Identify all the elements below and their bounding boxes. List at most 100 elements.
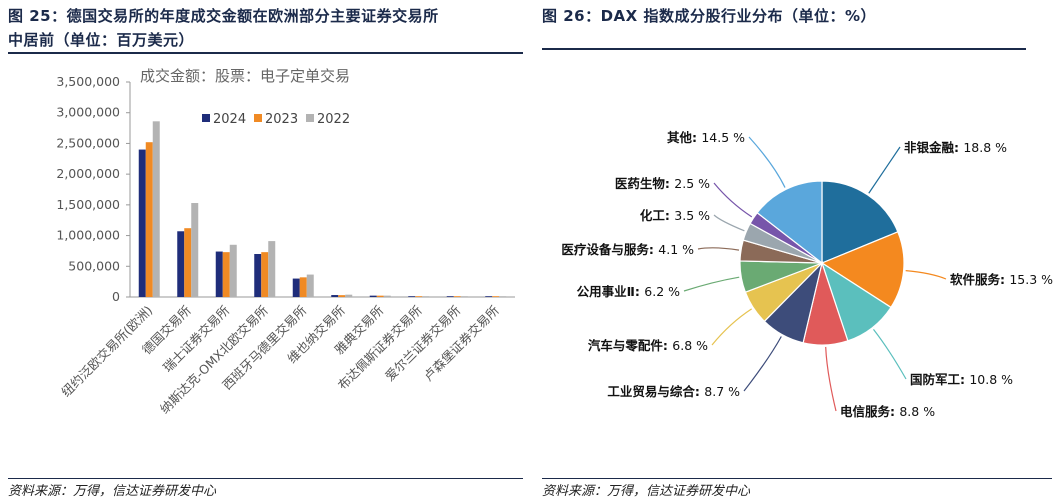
y-tick-label: 1,000,000 [56, 228, 120, 243]
pie-label-value: 14.5 % [701, 130, 745, 145]
pie-chart-panel: 图 26：DAX 指数成分股行业分布（单位：%） 非银金融: 18.8 % 软件服… [540, 0, 1058, 502]
legend-swatch-2024 [202, 114, 210, 122]
bar-footer-rule [8, 478, 523, 479]
pie-label-name: 化工: [640, 208, 674, 223]
pie-label: 国防军工: 10.8 % [910, 372, 1013, 387]
pie-label-value: 8.7 % [704, 384, 740, 399]
pie-leader-line [873, 329, 907, 380]
pie-leader-line [905, 270, 947, 280]
pie-label-name: 汽车与零配件: [588, 338, 672, 353]
bar-2024-5 [331, 295, 339, 297]
bar-2022-0 [152, 121, 160, 297]
bar-2023-9 [492, 296, 500, 297]
bar-2023-6 [376, 295, 384, 297]
bar-2023-8 [453, 296, 461, 297]
bar-2024-8 [446, 296, 454, 297]
pie-label-name: 软件服务: [950, 272, 1009, 287]
bar-2024-9 [485, 296, 493, 297]
pie-label-value: 6.8 % [672, 338, 708, 353]
pie-label: 医药生物: 2.5 % [615, 176, 710, 191]
pie-label-value: 8.8 % [899, 404, 935, 419]
pie-label-name: 工业贸易与综合: [607, 384, 704, 399]
pie-leader-line [683, 276, 740, 292]
pie-label-value: 10.8 % [969, 372, 1013, 387]
pie-label: 工业贸易与综合: 8.7 % [607, 384, 740, 399]
pie-leader-line [711, 308, 752, 346]
pie-title-underline [542, 48, 1026, 50]
legend-label-2024: 2024 [213, 112, 246, 127]
bar-2023-4 [299, 277, 307, 297]
bar-2024-1 [177, 231, 185, 297]
bar-2023-7 [415, 296, 423, 297]
bar-2024-6 [369, 295, 377, 297]
bar-2023-3 [261, 252, 269, 297]
bar-chart-panel: 图 25：德国交易所的年度成交金额在欧洲部分主要证券交易所 中居前（单位：百万美… [0, 0, 525, 502]
bar-chart-source: 资料来源：万得，信达证券研发中心 [8, 484, 217, 499]
y-tick-label: 2,500,000 [56, 135, 120, 150]
legend-label-2023: 2023 [265, 112, 298, 127]
bar-2022-8 [460, 296, 468, 297]
pie-label-name: 国防军工: [910, 372, 969, 387]
pie-leader-line [697, 247, 740, 251]
pie-label: 非银金融: 18.8 % [904, 140, 1007, 155]
pie-label-value: 18.8 % [963, 140, 1007, 155]
pie-label: 公用事业Ⅱ: 6.2 % [577, 284, 680, 299]
pie-slice-0 [821, 180, 899, 264]
pie-label-name: 其他: [667, 130, 701, 145]
pie-label-value: 4.1 % [658, 242, 694, 257]
legend-swatch-2023 [254, 114, 262, 122]
pie-label-name: 公用事业Ⅱ: [577, 284, 645, 299]
pie-footer-rule [542, 478, 1052, 479]
pie-label: 汽车与零配件: 6.8 % [588, 338, 708, 353]
pie-label: 化工: 3.5 % [640, 208, 710, 223]
pie-label-name: 医疗设备与服务: [561, 242, 658, 257]
pie-label: 软件服务: 15.3 % [950, 272, 1053, 287]
pie-leader-line [713, 182, 753, 218]
pie-label: 电信服务: 8.8 % [840, 404, 935, 419]
bar-chart-svg: 0 500,000 1,000,000 1,500,000 2,000,000 2,500… [56, 67, 515, 417]
pie-label-name: 电信服务: [840, 404, 899, 419]
pie-leader-line [868, 146, 901, 194]
bar-2023-0 [145, 142, 153, 297]
bar-2022-7 [422, 296, 430, 297]
pie-slice-1 [820, 231, 905, 309]
pie-label: 其他: 14.5 % [667, 130, 745, 145]
x-category-label: 瑞士证券交易所 [160, 303, 232, 375]
pie-chart-source: 资料来源：万得，信达证券研发中心 [542, 484, 751, 499]
y-tick-label: 500,000 [68, 258, 120, 273]
legend-label-2022: 2022 [317, 112, 350, 127]
y-tick-label: 2,000,000 [56, 166, 120, 181]
bar-chart-title-line2: 中居前（单位：百万美元） [8, 31, 195, 49]
pie-chart-svg: 非银金融: 18.8 % 软件服务: 15.3 % 国防军工: 10.8 % 电信服务… [561, 130, 1053, 419]
y-tick-label: 3,000,000 [56, 105, 120, 120]
pie-label-value: 3.5 % [674, 208, 710, 223]
y-tick-label: 0 [112, 289, 120, 304]
pie-leader-line [748, 136, 786, 188]
bar-title-underline [8, 52, 523, 54]
bar-2024-4 [292, 278, 300, 297]
bar-2022-5 [345, 294, 353, 297]
pie-slice-10 [756, 180, 823, 265]
y-tick-label: 1,500,000 [56, 197, 120, 212]
bar-2024-0 [138, 149, 146, 297]
bar-2022-4 [306, 274, 314, 297]
pie-label-name: 非银金融: [904, 140, 963, 155]
legend-swatch-2022 [306, 114, 314, 122]
pie-leader-line [713, 214, 745, 232]
y-tick-label: 3,500,000 [56, 74, 120, 89]
pie-leader-line [825, 346, 837, 412]
bar-chart-title-line1: 图 25：德国交易所的年度成交金额在欧洲部分主要证券交易所 [8, 7, 439, 25]
pie-label-value: 2.5 % [674, 176, 710, 191]
bar-chart-title: 成交金额：股票：电子定单交易 [140, 67, 350, 85]
x-category-label: 纽约泛欧交易所(欧洲) [58, 303, 155, 400]
bar-2022-6 [383, 295, 391, 297]
bar-2024-2 [215, 251, 223, 297]
bar-2023-1 [184, 228, 192, 297]
bar-2022-2 [229, 244, 237, 297]
bar-2022-3 [268, 241, 276, 297]
bar-2022-1 [191, 203, 199, 297]
bar-chart-figure-title: 图 25：德国交易所的年度成交金额在欧洲部分主要证券交易所 中居前（单位：百万美… [8, 4, 439, 52]
bar-2023-2 [222, 252, 230, 297]
bar-2024-3 [254, 254, 262, 297]
bar-2022-9 [499, 296, 507, 297]
